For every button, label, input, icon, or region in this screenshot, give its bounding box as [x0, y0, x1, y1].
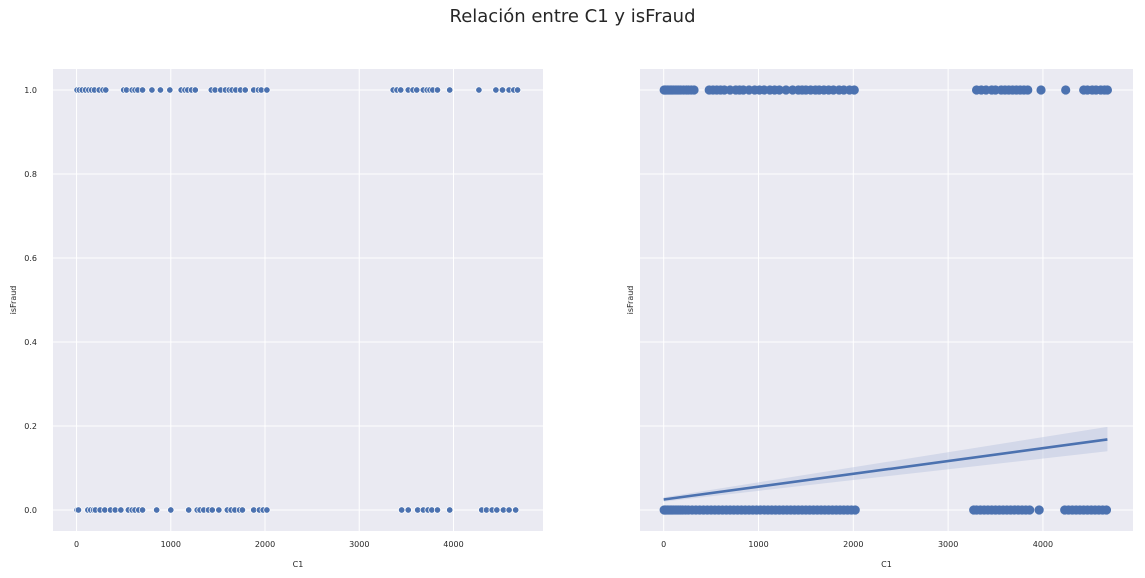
panel-1-x-tick-label: 1000: [161, 540, 181, 549]
panel-2-plot-area: [640, 69, 1133, 531]
panel-1-y-tick-label: 0.6: [24, 254, 37, 263]
panel-2-regression-ci-band: [663, 426, 1108, 502]
panel-1-data-point: [263, 506, 271, 514]
panel-2-data-point: [1102, 85, 1113, 95]
panel-1-data-point: [505, 506, 513, 514]
panel-2-y-axis-label: isFraud: [626, 286, 635, 315]
panel-1-data-point: [498, 86, 507, 94]
panel-1-x-tick-label: 0: [74, 540, 79, 549]
panel-1-data-point: [493, 506, 501, 514]
panel-1-x-axis-label: C1: [293, 560, 304, 569]
panel-2-data-point: [849, 85, 859, 95]
panel-1-data-point: [404, 506, 412, 514]
panel-1-data-point: [102, 86, 110, 94]
panel-1-data-point: [166, 86, 174, 94]
panel-1-data-point: [117, 506, 125, 514]
panel-1-data-point: [191, 86, 199, 94]
panel-2-data-point: [1036, 85, 1046, 95]
panel-2-x-tick-label: 4000: [1033, 540, 1053, 549]
panel-2-x-tick-label: 1000: [748, 540, 768, 549]
panel-2-x-tick-label: 3000: [938, 540, 958, 549]
panel-1-data-point: [397, 86, 405, 94]
panel-2-data-point: [1101, 505, 1112, 515]
panel-1-data-point: [433, 86, 442, 94]
panel-1-y-tick-label: 1.0: [24, 86, 37, 95]
panel-2-x-tick-label: 0: [661, 540, 666, 549]
panel-1-y-tick-label: 0.8: [24, 170, 37, 179]
panel-1-data-point: [446, 86, 454, 94]
panel-1-x-tick-label: 3000: [349, 540, 369, 549]
panel-1-data-point: [156, 86, 164, 94]
panel-1-x-tick-label: 4000: [443, 540, 463, 549]
panel-1-data-point: [238, 506, 246, 514]
panel-1-data-point: [208, 506, 216, 514]
panel-2-data-point: [774, 85, 784, 95]
panel-1-data-point: [167, 506, 175, 514]
panel-1-data-point: [446, 506, 454, 514]
panel-1-data-point: [514, 86, 522, 94]
panel-1-data-point: [153, 506, 161, 514]
panel-2-data-point: [1061, 85, 1071, 95]
panel-2-data-point: [1023, 85, 1033, 95]
panel-1-data-point: [215, 506, 223, 514]
panel-1-data-point: [185, 506, 193, 514]
panel-2-regression-line: [663, 438, 1108, 501]
panel-1-data-point: [492, 86, 500, 94]
panel-1-data-point: [74, 506, 82, 514]
panel-1-y-tick-label: 0.0: [24, 506, 37, 515]
panel-1-x-tick-label: 2000: [255, 540, 275, 549]
panel-1-y-tick-label: 0.2: [24, 422, 37, 431]
panel-2-data-point: [1025, 505, 1035, 515]
panel-1-data-point: [398, 506, 406, 514]
panel-2-data-point: [850, 505, 860, 515]
panel-1-y-tick-label: 0.4: [24, 338, 37, 347]
panel-2-data-point: [689, 85, 699, 95]
panel-1-data-point: [138, 86, 147, 94]
panel-1-plot-area: [53, 69, 543, 531]
panel-2-x-tick-label: 2000: [843, 540, 863, 549]
panel-1-data-point: [512, 506, 520, 514]
panel-1-data-point: [263, 86, 271, 94]
panel-1-data-point: [148, 86, 156, 94]
panel-1-y-axis-label: isFraud: [9, 286, 18, 315]
panel-1-data-point: [475, 86, 483, 94]
panel-2-data-point: [1034, 505, 1044, 515]
panel-2-data-point: [781, 85, 791, 95]
panel-1-data-point: [413, 86, 421, 94]
panel-2-x-axis-label: C1: [881, 560, 892, 569]
panel-1-data-point: [433, 506, 442, 514]
panel-1-data-point: [138, 506, 147, 514]
figure-title: Relación entre C1 y isFraud: [449, 6, 696, 27]
panel-1-data-point: [241, 86, 249, 94]
